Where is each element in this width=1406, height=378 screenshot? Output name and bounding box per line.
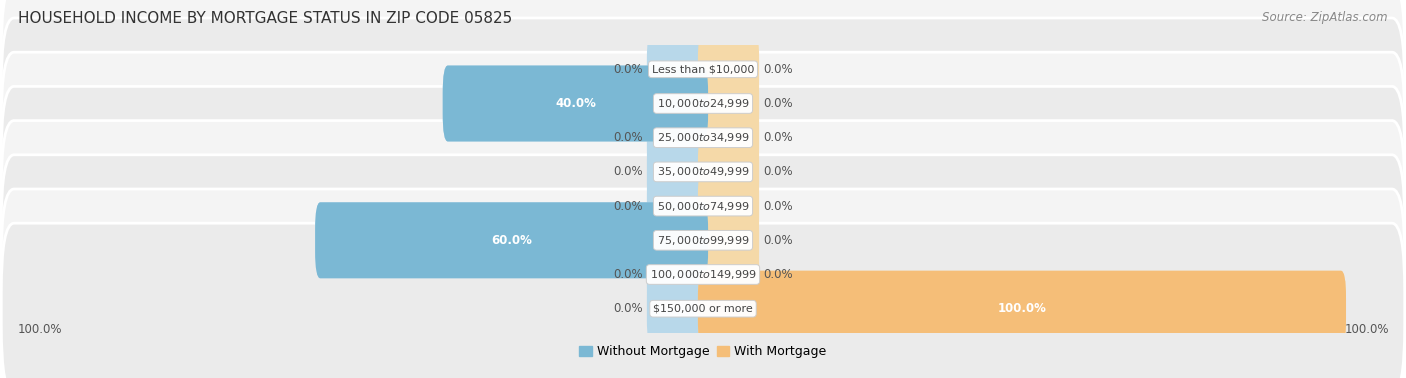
FancyBboxPatch shape xyxy=(697,168,759,244)
Text: 0.0%: 0.0% xyxy=(613,268,643,281)
Text: 100.0%: 100.0% xyxy=(997,302,1046,315)
FancyBboxPatch shape xyxy=(1,18,1405,189)
FancyBboxPatch shape xyxy=(315,202,709,278)
FancyBboxPatch shape xyxy=(647,168,709,244)
Text: $10,000 to $24,999: $10,000 to $24,999 xyxy=(657,97,749,110)
FancyBboxPatch shape xyxy=(697,31,759,107)
Text: 0.0%: 0.0% xyxy=(613,131,643,144)
FancyBboxPatch shape xyxy=(647,100,709,176)
Text: 100.0%: 100.0% xyxy=(17,324,62,336)
FancyBboxPatch shape xyxy=(1,0,1405,155)
FancyBboxPatch shape xyxy=(1,223,1405,378)
Text: HOUSEHOLD INCOME BY MORTGAGE STATUS IN ZIP CODE 05825: HOUSEHOLD INCOME BY MORTGAGE STATUS IN Z… xyxy=(18,11,513,26)
Text: 0.0%: 0.0% xyxy=(763,63,793,76)
Text: 0.0%: 0.0% xyxy=(763,97,793,110)
FancyBboxPatch shape xyxy=(443,65,709,141)
Text: 0.0%: 0.0% xyxy=(613,302,643,315)
FancyBboxPatch shape xyxy=(315,202,709,278)
Text: 0.0%: 0.0% xyxy=(613,166,643,178)
FancyBboxPatch shape xyxy=(697,65,759,141)
FancyBboxPatch shape xyxy=(1,87,1405,257)
FancyBboxPatch shape xyxy=(1,52,1405,223)
Text: 0.0%: 0.0% xyxy=(613,63,643,76)
FancyBboxPatch shape xyxy=(697,271,1346,347)
FancyBboxPatch shape xyxy=(697,100,759,176)
Text: 60.0%: 60.0% xyxy=(491,234,531,247)
Text: 40.0%: 40.0% xyxy=(555,97,596,110)
Text: $75,000 to $99,999: $75,000 to $99,999 xyxy=(657,234,749,247)
FancyBboxPatch shape xyxy=(1,189,1405,360)
Legend: Without Mortgage, With Mortgage: Without Mortgage, With Mortgage xyxy=(576,343,830,361)
FancyBboxPatch shape xyxy=(647,31,709,107)
Text: 0.0%: 0.0% xyxy=(613,200,643,212)
Text: $35,000 to $49,999: $35,000 to $49,999 xyxy=(657,166,749,178)
Text: $25,000 to $34,999: $25,000 to $34,999 xyxy=(657,131,749,144)
FancyBboxPatch shape xyxy=(697,202,759,278)
Text: 0.0%: 0.0% xyxy=(763,131,793,144)
FancyBboxPatch shape xyxy=(697,237,759,313)
Text: 0.0%: 0.0% xyxy=(763,200,793,212)
FancyBboxPatch shape xyxy=(647,271,709,347)
FancyBboxPatch shape xyxy=(697,271,1346,347)
Text: 0.0%: 0.0% xyxy=(763,234,793,247)
Text: Less than $10,000: Less than $10,000 xyxy=(652,64,754,74)
FancyBboxPatch shape xyxy=(1,155,1405,326)
Text: $150,000 or more: $150,000 or more xyxy=(654,304,752,314)
FancyBboxPatch shape xyxy=(1,121,1405,291)
Text: $50,000 to $74,999: $50,000 to $74,999 xyxy=(657,200,749,212)
FancyBboxPatch shape xyxy=(647,237,709,313)
Text: Source: ZipAtlas.com: Source: ZipAtlas.com xyxy=(1263,11,1388,24)
Text: $100,000 to $149,999: $100,000 to $149,999 xyxy=(650,268,756,281)
FancyBboxPatch shape xyxy=(443,65,709,141)
Text: 0.0%: 0.0% xyxy=(763,166,793,178)
FancyBboxPatch shape xyxy=(697,134,759,210)
FancyBboxPatch shape xyxy=(647,134,709,210)
Text: 100.0%: 100.0% xyxy=(1344,324,1389,336)
Text: 0.0%: 0.0% xyxy=(763,268,793,281)
